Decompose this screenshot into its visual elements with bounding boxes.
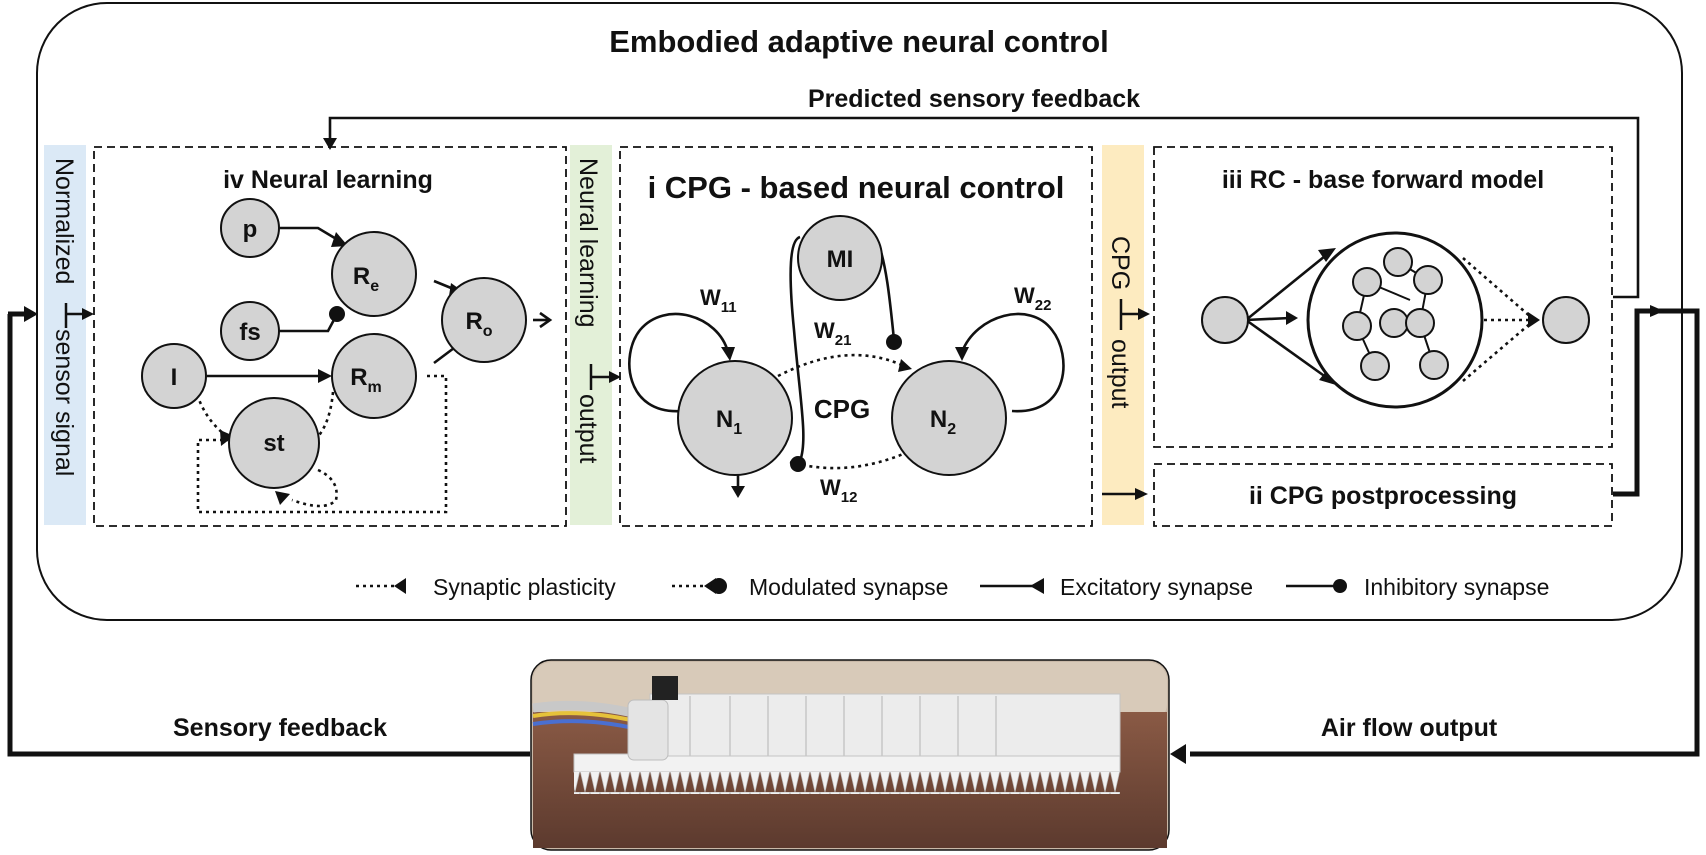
rc-panel-title: iii RC - base forward model [1222,166,1544,194]
legend-excitatory-synapse: Excitatory synapse [1060,574,1253,600]
node-fs [220,301,280,361]
panel-neural-learning: iv Neural learning p fs I Re Ro Rm [93,146,567,527]
diagram-title: Embodied adaptive neural control [609,24,1109,59]
rc-input-node [1201,296,1249,344]
reservoir-neurons [1342,247,1449,381]
postprocessing-title: ii CPG postprocessing [1249,482,1517,510]
node-mi [797,215,883,301]
node-n2-label: N2 [930,406,956,438]
cpg-output-label: output [1106,339,1134,409]
node-ro [441,277,527,363]
node-i-label: I [171,364,178,391]
cpg-panel-title: i CPG - based neural control [648,170,1065,205]
node-p-label: p [243,216,258,243]
air-flow-output-loop [1170,308,1700,764]
rc-output-node [1542,296,1590,344]
node-re-label: Re [353,263,379,295]
weight-w22: W22 [1014,283,1051,314]
node-fs-label: fs [239,319,260,346]
weight-w11: W11 [700,285,737,316]
node-p [220,198,280,258]
predicted-feedback-label: Predicted sensory feedback [808,85,1140,113]
input-arrows [66,308,1150,500]
node-n1 [677,360,793,476]
sensory-feedback-loop [7,306,530,757]
sensory-feedback-label: Sensory feedback [173,714,387,742]
legend-synaptic-plasticity: Synaptic plasticity [433,574,616,600]
soft-robot-photo [530,659,1170,851]
neural-learning-output-label: output [574,394,602,464]
panel-cpg-postprocessing: ii CPG postprocessing [1153,305,1670,527]
legend-modulated-synapse: Modulated synapse [749,574,948,600]
weight-w12: W12 [820,475,857,506]
normalized-sensor-bar: Normalized sensor signal [44,145,86,525]
legend-inhibitory-synapse: Inhibitory synapse [1364,574,1549,600]
cpg-center-label: CPG [814,394,870,424]
neural-learning-label: Neural learning [574,158,602,328]
sensor-signal-label: sensor signal [50,329,78,476]
cpg-label: CPG [1106,236,1134,290]
node-ro-label: Ro [465,308,492,340]
normalized-label: Normalized [50,158,78,284]
panel-rc-forward-model: iii RC - base forward model [1153,146,1613,448]
node-rm [331,333,417,419]
weight-w21: W21 [814,318,851,349]
air-flow-output-label: Air flow output [1321,714,1498,742]
node-i [141,343,207,409]
node-rm-label: Rm [350,364,382,396]
neural-learning-output-bar: Neural learning output [570,145,612,525]
node-re [331,231,417,317]
node-st [228,397,320,489]
legend: Synaptic plasticity Modulated synapse Ex… [356,574,1549,600]
node-st-label: st [263,430,284,457]
predicted-feedback-arrow [323,116,1640,299]
panel-cpg-control: i CPG - based neural control MI N1 N2 CP… [619,146,1093,527]
node-mi-label: MI [827,246,854,273]
neural-learning-title: iv Neural learning [223,166,433,194]
node-n2 [891,360,1007,476]
node-n1-label: N1 [716,406,742,438]
cpg-output-bar: CPG output [1102,145,1144,525]
